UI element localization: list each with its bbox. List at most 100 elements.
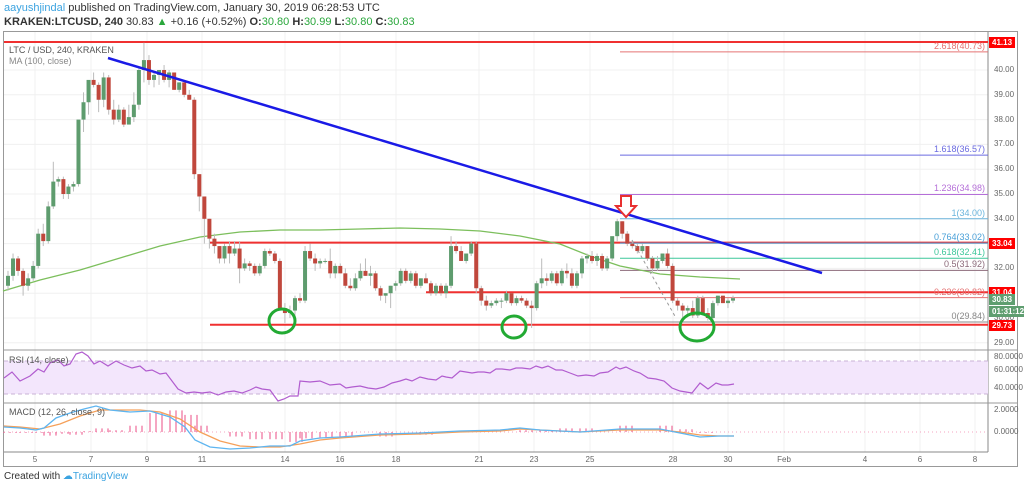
candle-body — [433, 285, 438, 294]
candle-body — [640, 246, 645, 252]
candle-body — [635, 246, 640, 252]
candle-body — [76, 119, 81, 185]
price-tick: 30.00 — [994, 313, 1015, 322]
ma-legend: MA (100, close) — [9, 56, 72, 66]
candle-body — [353, 278, 358, 289]
candle-body — [46, 206, 51, 242]
candle-body — [333, 265, 338, 274]
low-label: L: — [334, 16, 345, 28]
candle-body — [303, 251, 308, 301]
candle-body — [731, 298, 735, 301]
rsi-tick: 80.0000 — [994, 352, 1023, 361]
candle-body — [318, 260, 323, 264]
candle-body — [469, 243, 474, 254]
candle-body — [514, 298, 519, 304]
fib-label: 1(34.00) — [951, 207, 985, 218]
candle-body — [21, 270, 26, 286]
candle-body — [454, 246, 459, 252]
candle-body — [494, 300, 499, 304]
candle-body — [554, 273, 559, 284]
date-tick: 28 — [668, 455, 678, 464]
date-tick: 25 — [585, 455, 595, 464]
candle-body — [343, 273, 348, 286]
candle-body — [438, 285, 443, 294]
candle-body — [383, 293, 388, 296]
candle-body — [509, 293, 514, 304]
candle-body — [655, 260, 660, 269]
support-circle — [678, 311, 716, 343]
candle-body — [328, 260, 333, 274]
candle-body — [96, 84, 101, 100]
candle-body — [41, 233, 46, 242]
date-tick: 5 — [32, 455, 38, 464]
candle-body — [544, 278, 549, 281]
high-label: H: — [292, 16, 304, 28]
candle-body — [680, 305, 685, 311]
author-link[interactable]: aayushjindal — [4, 2, 66, 14]
candle-body — [378, 288, 383, 296]
candle-body — [192, 99, 197, 175]
price-tick: 29.00 — [994, 337, 1015, 347]
candle-body — [262, 251, 267, 266]
retracement-line — [631, 239, 677, 319]
candle-body — [11, 258, 16, 276]
candle-body — [338, 265, 343, 274]
candle-body — [519, 298, 524, 301]
candle-body — [444, 285, 449, 294]
candle-body — [675, 300, 680, 306]
candle-body — [665, 253, 670, 266]
macd-legend: MACD (12, 26, close, 9) — [9, 407, 106, 417]
candle-body — [177, 82, 182, 90]
publish-text: published on TradingView.com, January 30… — [65, 2, 380, 14]
date-tick: 23 — [529, 455, 539, 464]
rsi-line — [3, 351, 735, 402]
price-tag: 01:31:12 — [989, 306, 1024, 317]
candle-body — [670, 265, 675, 301]
rsi-band — [4, 361, 988, 394]
candle-body — [308, 251, 313, 259]
candle-body — [645, 246, 650, 259]
price-tick: 37.00 — [994, 139, 1015, 149]
candle-body — [504, 293, 509, 301]
candle-body — [620, 221, 625, 234]
candle-body — [685, 308, 690, 311]
candle-body — [232, 248, 237, 254]
symbol-info: KRAKEN:LTCUSD, 240 30.83 ▲ +0.16 (+0.52%… — [4, 16, 415, 28]
candle-body — [529, 305, 534, 309]
candle-body — [298, 298, 303, 301]
candle-body — [363, 270, 368, 276]
candle-body — [16, 258, 21, 271]
down-arrow-icon — [613, 195, 639, 219]
candle-body — [277, 260, 282, 309]
candle-body — [484, 300, 489, 306]
candle-body — [474, 243, 479, 289]
candle-body — [252, 265, 257, 274]
candle-body — [131, 104, 136, 118]
date-tick: 9 — [144, 455, 150, 464]
candle-body — [31, 265, 36, 279]
fib-label: 0.618(32.41) — [933, 247, 985, 258]
price-tick: 39.00 — [994, 89, 1015, 99]
price-tick: 40.00 — [994, 65, 1015, 74]
candle-body — [257, 265, 262, 274]
candle-body — [66, 186, 71, 194]
candle-body — [91, 79, 96, 85]
low-value: 30.80 — [344, 16, 373, 28]
candle-body — [51, 181, 56, 207]
candle-body — [690, 308, 695, 316]
high-value: 30.99 — [303, 16, 332, 28]
main-legend: LTC / USD, 240, KRAKEN — [9, 45, 114, 55]
candle-body — [710, 303, 715, 318]
candle-body — [202, 196, 207, 219]
date-tick: 21 — [474, 455, 484, 464]
candle-body — [600, 256, 605, 269]
price-tag: 33.04 — [989, 238, 1016, 249]
candle-body — [408, 273, 413, 281]
candle-body — [172, 72, 177, 90]
descending-trendline — [107, 56, 823, 275]
candle-body — [136, 70, 141, 105]
tradingview-link[interactable]: TradingView — [72, 471, 128, 482]
candle-body — [212, 238, 217, 247]
candle-body — [574, 273, 579, 286]
